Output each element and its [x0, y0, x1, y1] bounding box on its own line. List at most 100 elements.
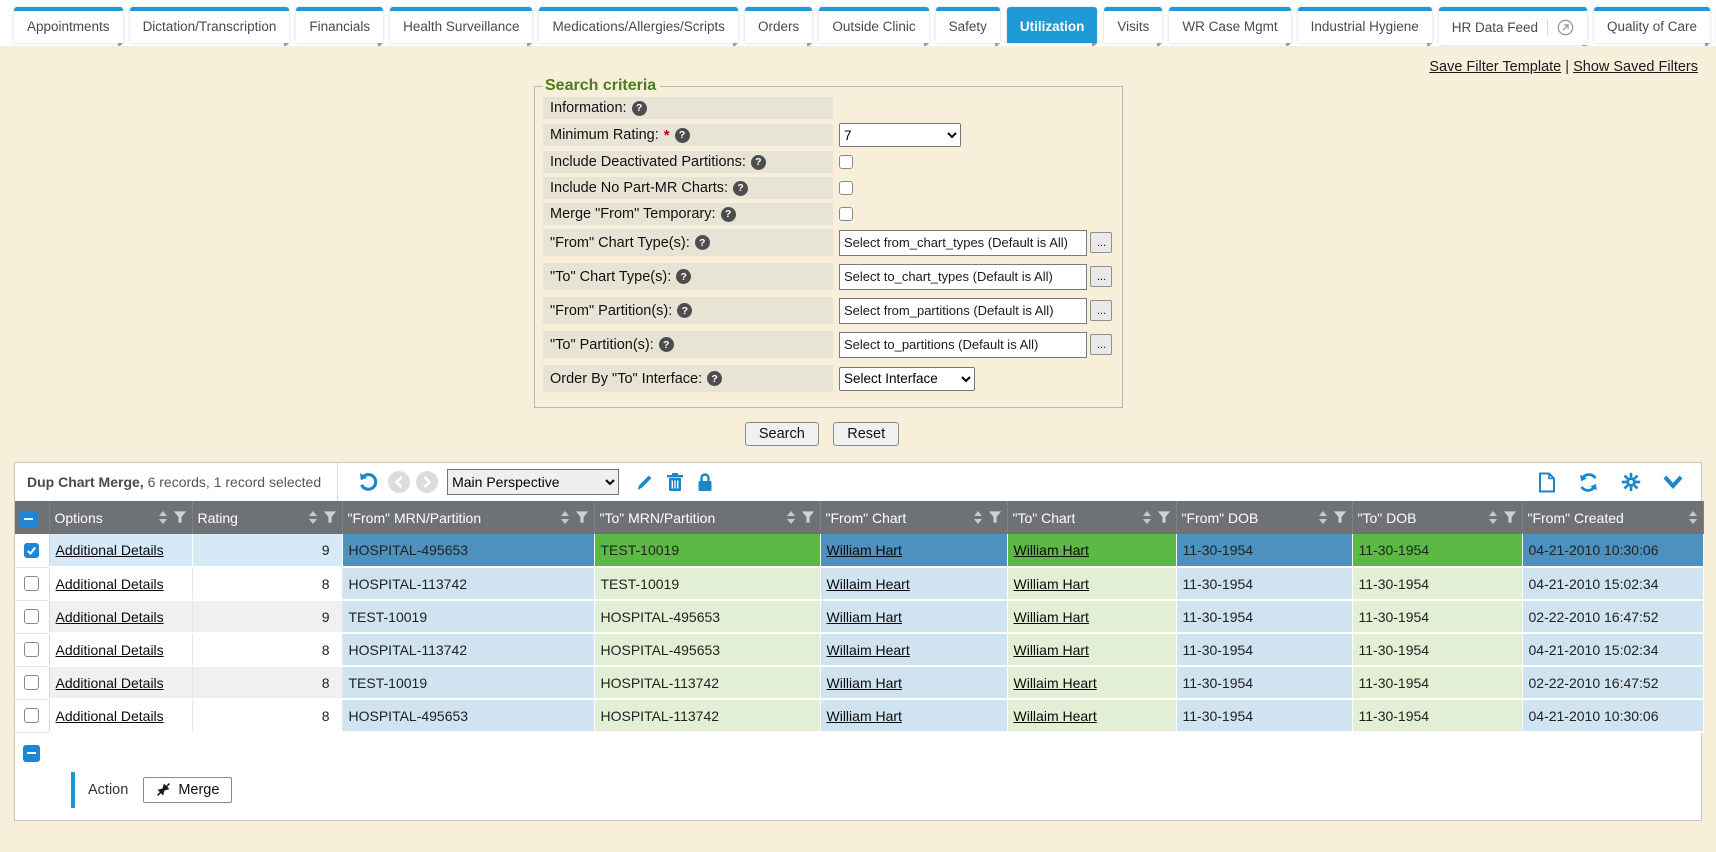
additional-details-link[interactable]: Additional Details [55, 608, 164, 625]
lock-icon[interactable] [696, 472, 714, 492]
row-checkbox[interactable] [24, 674, 40, 690]
help-icon[interactable]: ? [750, 154, 766, 170]
undo-icon[interactable] [357, 471, 379, 493]
tab-hr-data-feed[interactable]: HR Data Feed [1438, 7, 1588, 46]
to-chart-link[interactable]: William Hart [1013, 575, 1089, 592]
help-icon[interactable]: ? [694, 235, 710, 250]
sort-icon[interactable] [1142, 510, 1152, 525]
select-all-checkbox[interactable] [20, 510, 37, 528]
tab-appointments[interactable]: Appointments [14, 7, 123, 46]
row-checkbox[interactable] [24, 608, 40, 624]
perspective-select[interactable]: Main Perspective [447, 469, 620, 495]
reset-button[interactable]: Reset [833, 422, 900, 446]
delete-icon[interactable] [666, 472, 684, 492]
save-filter-template-link[interactable]: Save Filter Template [1429, 59, 1562, 75]
from-chart-link[interactable]: William Hart [826, 674, 902, 691]
chevron-down-icon[interactable] [1663, 475, 1683, 489]
from-chart-link[interactable]: Willaim Heart [826, 575, 910, 592]
help-icon[interactable]: ? [674, 127, 690, 143]
column-header-to-mrn-partition[interactable]: "To" MRN/Partition [594, 501, 821, 534]
tab-financials[interactable]: Financials [296, 7, 384, 46]
table-row[interactable]: Additional Details 8 HOSPITAL-113742 TEST-1… [15, 567, 1704, 601]
row-checkbox[interactable] [24, 641, 40, 657]
merge-from-temporary-checkbox[interactable] [839, 207, 853, 221]
from-chart-type-s-picker-button[interactable]: ... [1090, 232, 1112, 253]
filter-icon[interactable] [173, 511, 187, 524]
from-chart-link[interactable]: William Hart [826, 707, 902, 724]
order-by-to-interface-select[interactable]: Select Interface [839, 366, 975, 391]
column-header-to-chart[interactable]: "To" Chart [1007, 501, 1177, 534]
help-icon[interactable]: ? [733, 180, 749, 196]
column-header-rating[interactable]: Rating [192, 501, 343, 534]
table-row[interactable]: Additional Details 9 HOSPITAL-495653 TEST-1… [15, 534, 1704, 568]
tab-industrial-hygiene[interactable]: Industrial Hygiene [1297, 7, 1432, 46]
from-chart-type-s-input[interactable] [839, 229, 1087, 256]
help-icon[interactable]: ? [677, 303, 693, 318]
sort-icon[interactable] [158, 510, 168, 525]
tab-quality-of-care[interactable]: Quality of Care [1594, 7, 1711, 46]
column-header-from-created[interactable]: "From" Created [1522, 501, 1704, 534]
from-partition-s-picker-button[interactable]: ... [1090, 300, 1112, 321]
help-icon[interactable]: ? [676, 269, 692, 284]
new-document-icon[interactable] [1538, 472, 1556, 493]
table-row[interactable]: Additional Details 8 TEST-10019 HOSPITAL-11… [15, 666, 1704, 700]
sort-icon[interactable] [1488, 510, 1498, 525]
merge-button[interactable]: Merge [143, 776, 233, 803]
filter-icon[interactable] [1333, 511, 1347, 524]
from-partition-s-input[interactable] [839, 297, 1087, 324]
help-icon[interactable]: ? [658, 337, 674, 352]
include-no-part-mr-charts-checkbox[interactable] [839, 181, 853, 195]
nav-forward-icon[interactable] [416, 471, 439, 493]
show-saved-filters-link[interactable]: Show Saved Filters [1573, 59, 1698, 75]
to-chart-link[interactable]: William Hart [1013, 641, 1089, 658]
from-chart-link[interactable]: Willaim Heart [826, 641, 910, 658]
filter-icon[interactable] [988, 511, 1002, 524]
to-chart-link[interactable]: William Hart [1013, 608, 1089, 625]
help-icon[interactable]: ? [707, 371, 723, 386]
row-checkbox[interactable] [24, 707, 40, 723]
tab-health-surveillance[interactable]: Health Surveillance [390, 7, 533, 46]
tab-dictation-transcription[interactable]: Dictation/Transcription [129, 7, 290, 46]
sort-icon[interactable] [973, 510, 983, 525]
to-chart-link[interactable]: Willaim Heart [1013, 674, 1097, 691]
filter-icon[interactable] [575, 511, 589, 524]
column-header-to-dob[interactable]: "To" DOB [1352, 501, 1523, 534]
additional-details-link[interactable]: Additional Details [55, 542, 164, 558]
refresh-icon[interactable] [1578, 472, 1599, 493]
filter-icon[interactable] [801, 511, 815, 524]
filter-icon[interactable] [1503, 511, 1517, 524]
column-header-from-mrn-partition[interactable]: "From" MRN/Partition [342, 501, 595, 534]
collapse-all-icon[interactable] [23, 744, 40, 762]
table-row[interactable]: Additional Details 8 HOSPITAL-113742 HOSPIT… [15, 633, 1704, 667]
column-header-from-dob[interactable]: "From" DOB [1176, 501, 1353, 534]
help-icon[interactable]: ? [720, 206, 736, 222]
settings-icon[interactable] [1621, 472, 1641, 492]
filter-icon[interactable] [1157, 511, 1171, 524]
tab-orders[interactable]: Orders [745, 7, 813, 46]
external-link-icon[interactable] [1547, 19, 1574, 36]
table-row[interactable]: Additional Details 8 HOSPITAL-495653 HOSPIT… [15, 699, 1704, 733]
help-icon[interactable]: ? [631, 100, 647, 116]
column-header-options[interactable]: Options [49, 501, 193, 534]
tab-utilization[interactable]: Utilization [1006, 7, 1098, 46]
nav-back-icon[interactable] [388, 471, 411, 493]
additional-details-link[interactable]: Additional Details [55, 641, 164, 658]
filter-icon[interactable] [323, 511, 337, 524]
to-partition-s-input[interactable] [839, 331, 1087, 358]
to-chart-type-s-picker-button[interactable]: ... [1090, 266, 1112, 287]
search-button[interactable]: Search [744, 422, 819, 446]
tab-visits[interactable]: Visits [1104, 7, 1163, 46]
from-chart-link[interactable]: William Hart [826, 542, 902, 558]
from-chart-link[interactable]: William Hart [826, 608, 902, 625]
row-checkbox[interactable] [24, 575, 40, 591]
tab-wr-case-mgmt[interactable]: WR Case Mgmt [1169, 7, 1291, 46]
additional-details-link[interactable]: Additional Details [55, 575, 164, 592]
table-row[interactable]: Additional Details 9 TEST-10019 HOSPITAL-49… [15, 600, 1704, 634]
column-header-from-chart[interactable]: "From" Chart [820, 501, 1008, 534]
row-checkbox[interactable] [24, 543, 40, 559]
additional-details-link[interactable]: Additional Details [55, 707, 164, 724]
tab-safety[interactable]: Safety [935, 7, 1001, 46]
tab-medications-allergies-scripts[interactable]: Medications/Allergies/Scripts [539, 7, 739, 46]
to-chart-link[interactable]: Willaim Heart [1013, 707, 1097, 724]
minimum-rating-select[interactable]: 7 [839, 123, 961, 147]
